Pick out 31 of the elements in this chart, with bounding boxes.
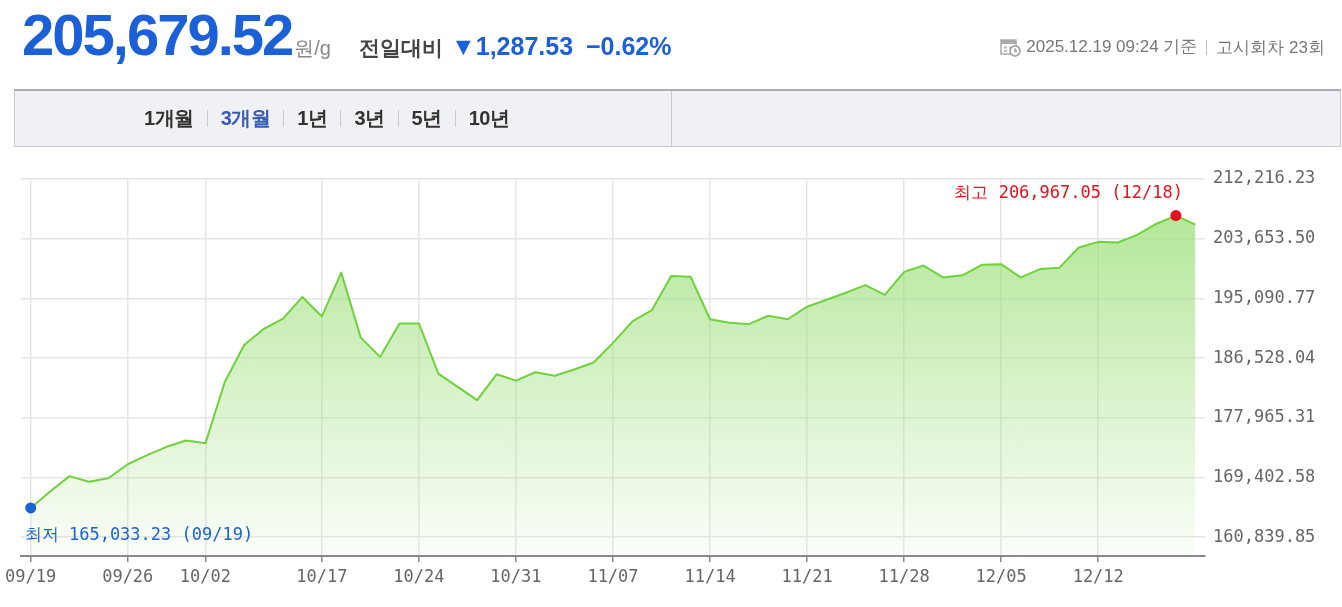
x-tick-label: 10/31	[490, 565, 542, 586]
annotation: 최저 165,033.23 (09/19)	[24, 523, 254, 544]
x-tick-label: 11/21	[781, 565, 833, 586]
chart-subtitle: 전일대비 ▼1,287.53 −0.62%	[358, 32, 672, 60]
annotation: 최고 206,967.05 (12/18)	[954, 181, 1183, 202]
text: 3개월	[206, 107, 284, 129]
y-tick-label: 160,839.85	[1213, 525, 1316, 546]
x-tick-label: 12/12	[1072, 565, 1124, 586]
x-tick-label: 11/28	[878, 565, 930, 586]
text: 10년	[454, 107, 523, 129]
y-tick-label: 177,965.31	[1213, 406, 1316, 427]
x-tick-label: 10/17	[296, 565, 348, 586]
x-tick-label: 09/26	[102, 565, 154, 586]
text: 2025.12.19 09:24 기준	[1026, 37, 1198, 57]
chart-title: 205,679.52원/g	[22, 2, 331, 67]
x-tick-label: 10/24	[393, 565, 445, 586]
x-tick-label: 09/19	[5, 565, 57, 586]
text: 3년	[340, 107, 398, 129]
x-tick-label: 11/07	[587, 565, 639, 586]
x-tick-label: 12/05	[975, 565, 1027, 586]
y-tick-label: 186,528.04	[1213, 346, 1316, 367]
y-tick-label: 212,216.23	[1213, 167, 1316, 188]
y-tick-label: 195,090.77	[1213, 286, 1316, 307]
y-tick-label: 203,653.50	[1213, 227, 1316, 248]
text: 1개월	[143, 107, 195, 129]
y-tick-label: 169,402.58	[1213, 465, 1316, 486]
text: 1년	[283, 107, 341, 129]
text: 5년	[397, 107, 455, 129]
x-tick-label: 10/02	[179, 565, 231, 586]
text: 고시회차 23회	[1206, 37, 1325, 57]
x-tick-label: 11/14	[684, 565, 736, 586]
